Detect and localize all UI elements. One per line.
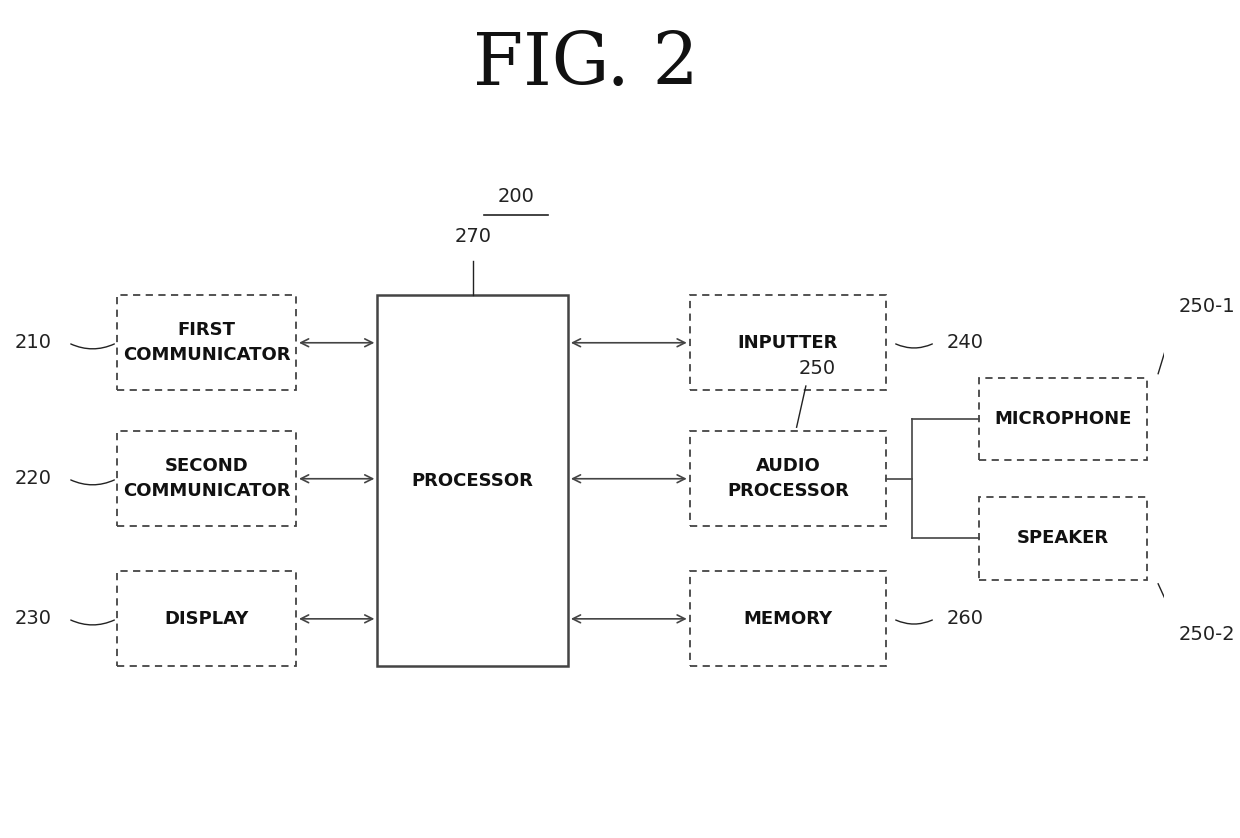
Bar: [978, 378, 1147, 460]
Text: MICROPHONE: MICROPHONE: [994, 410, 1131, 428]
Bar: [689, 432, 887, 526]
Text: DISPLAY: DISPLAY: [165, 610, 249, 628]
Bar: [689, 572, 887, 666]
Text: 250: 250: [799, 359, 836, 378]
Text: AUDIO
PROCESSOR: AUDIO PROCESSOR: [727, 458, 849, 500]
Text: PROCESSOR: PROCESSOR: [412, 472, 533, 489]
Text: SPEAKER: SPEAKER: [1017, 530, 1109, 547]
Text: SECOND
COMMUNICATOR: SECOND COMMUNICATOR: [123, 458, 290, 500]
Bar: [689, 295, 887, 391]
Text: 210: 210: [15, 334, 52, 352]
Text: 200: 200: [497, 187, 534, 206]
Text: 220: 220: [15, 469, 52, 489]
Text: 230: 230: [15, 609, 52, 628]
Bar: [117, 295, 296, 391]
Text: FIG. 2: FIG. 2: [472, 29, 698, 100]
Text: INPUTTER: INPUTTER: [738, 334, 838, 352]
Bar: [117, 572, 296, 666]
Text: 250-2: 250-2: [1179, 625, 1235, 644]
Text: 240: 240: [946, 334, 983, 352]
Text: MEMORY: MEMORY: [743, 610, 832, 628]
Bar: [117, 432, 296, 526]
Text: 270: 270: [454, 227, 491, 246]
Text: 260: 260: [946, 609, 983, 628]
Bar: [377, 295, 568, 666]
Bar: [978, 497, 1147, 580]
Text: 250-1: 250-1: [1179, 297, 1235, 316]
Text: FIRST
COMMUNICATOR: FIRST COMMUNICATOR: [123, 321, 290, 365]
